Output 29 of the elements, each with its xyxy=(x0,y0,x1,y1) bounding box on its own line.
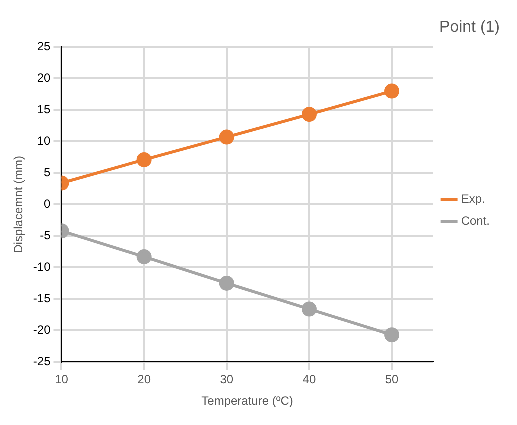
y-tick-label: -15 xyxy=(33,292,52,306)
y-tick-label: -20 xyxy=(33,323,52,338)
point xyxy=(384,84,400,99)
x-axis-title: Temperature (ºC) xyxy=(202,394,294,408)
point xyxy=(302,302,317,317)
point xyxy=(136,152,152,168)
x-tick-label: 30 xyxy=(220,372,234,387)
y-tick-label: 0 xyxy=(44,197,52,212)
y-tick-label: 15 xyxy=(37,102,52,117)
text: Point (1) xyxy=(440,19,500,36)
y-tick-label: 25 xyxy=(37,40,52,54)
point xyxy=(219,276,234,291)
y-tick-label: 20 xyxy=(37,71,52,86)
point xyxy=(219,130,234,145)
x-tick-label: 20 xyxy=(138,372,152,387)
y-axis-title: Displacemnt (mm) xyxy=(12,156,26,254)
point xyxy=(384,328,400,343)
y-tick-label: -25 xyxy=(33,354,52,369)
y-tick-label: -10 xyxy=(33,260,52,274)
y-tick-label: -5 xyxy=(40,228,52,243)
y-tick-label: 10 xyxy=(37,134,52,148)
point xyxy=(302,107,317,122)
x-tick-label: 10 xyxy=(55,372,69,387)
legend-label: Cont. xyxy=(461,214,490,228)
x-tick-label: 40 xyxy=(302,372,316,387)
point xyxy=(136,249,152,264)
legend-label: Exp. xyxy=(461,192,486,206)
x-tick-label: 50 xyxy=(385,372,400,387)
y-tick-label: 5 xyxy=(44,166,52,180)
